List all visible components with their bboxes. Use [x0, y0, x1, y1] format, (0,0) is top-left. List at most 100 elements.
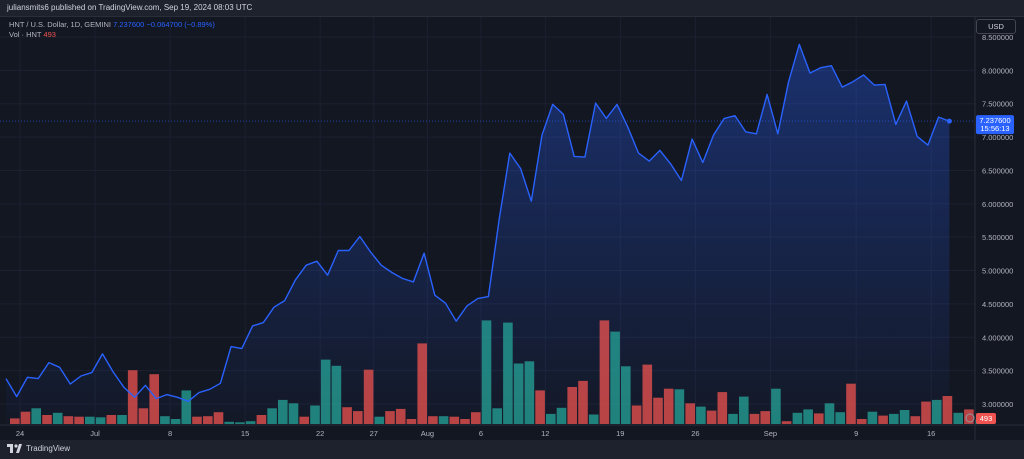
volume-bar [481, 320, 492, 424]
volume-bar [353, 411, 363, 424]
x-tick-label: 19 [616, 429, 624, 438]
volume-bar [85, 416, 95, 424]
volume-bar [889, 413, 899, 424]
symbol-title[interactable]: HNT / U.S. Dollar, 1D, GEMINI [9, 20, 111, 29]
x-tick-label: 24 [16, 429, 24, 438]
volume-bar [235, 422, 245, 424]
volume-bar [181, 390, 192, 424]
x-tick-label: 15 [241, 429, 249, 438]
volume-bar [149, 374, 159, 424]
x-tick-label: 22 [316, 429, 324, 438]
volume-bar [706, 410, 717, 424]
y-tick-label: 4.000000 [982, 333, 1013, 342]
volume-tag [976, 413, 996, 424]
volume-bar [878, 415, 888, 424]
volume-bar [953, 412, 963, 424]
volume-bar [245, 421, 256, 424]
currency-button[interactable]: USD [976, 19, 1016, 34]
volume-bar [460, 419, 470, 424]
volume-bar [385, 411, 395, 424]
volume-bar [899, 410, 910, 424]
x-tick-label: 12 [541, 429, 549, 438]
volume-bar [503, 322, 513, 424]
price-tag-countdown: 15:56:13 [980, 124, 1009, 133]
volume-bar [674, 389, 685, 424]
symbol-legend[interactable]: HNT / U.S. Dollar, 1D, GEMINI 7.237600 −… [9, 20, 215, 29]
volume-bar [192, 416, 202, 424]
price-tag [976, 115, 1014, 135]
volume-bar [224, 421, 234, 424]
volume-bar [781, 421, 792, 424]
volume-bar [170, 419, 181, 424]
volume-bar [717, 392, 728, 424]
volume-bar [588, 414, 599, 424]
volume-bar [267, 408, 277, 424]
volume-bar [685, 403, 695, 424]
price-tag-value: 7.237600 [979, 116, 1010, 125]
volume-bar [288, 403, 299, 424]
price-area-fill [6, 44, 950, 425]
volume-bar [513, 363, 524, 424]
last-price-dot [946, 118, 952, 124]
x-tick-label: 27 [370, 429, 378, 438]
volume-bar [760, 411, 770, 424]
volume-bar [52, 412, 63, 424]
volume-bar [374, 416, 385, 424]
volume-bar [310, 405, 320, 424]
volume-bar [856, 419, 867, 424]
tradingview-logo-icon [7, 444, 22, 453]
x-tick-label: 8 [168, 429, 172, 438]
volume-bar [138, 408, 149, 424]
volume-bar [438, 416, 449, 424]
volume-label[interactable]: Vol · HNT [9, 30, 42, 39]
tradingview-logo[interactable]: TradingView [7, 444, 70, 453]
volume-bar [642, 364, 653, 424]
x-tick-label: Sep [764, 429, 777, 438]
volume-bar [910, 416, 921, 424]
y-tick-label: 5.000000 [982, 267, 1013, 276]
publisher-text: juliansmits6 published on TradingView.co… [7, 3, 253, 12]
tradingview-brand: TradingView [26, 444, 71, 453]
volume-bar [256, 415, 267, 424]
volume-bar [117, 415, 127, 424]
volume-bar [556, 407, 567, 424]
price-change: −0.064700 (−0.89%) [146, 20, 215, 29]
volume-bar [471, 412, 481, 424]
volume-bar [95, 417, 106, 424]
x-tick-label: 9 [854, 429, 858, 438]
x-tick-label: 26 [691, 429, 699, 438]
y-tick-label: 7.500000 [982, 100, 1013, 109]
volume-bar [749, 413, 760, 424]
volume-bar [867, 411, 878, 424]
volume-bar [213, 412, 224, 424]
volume-bar [278, 399, 288, 424]
volume-bar [299, 416, 309, 424]
volume-bar [546, 413, 556, 424]
volume-bar [621, 366, 631, 424]
volume-bar [631, 405, 642, 424]
x-tick-label: 6 [479, 429, 483, 438]
x-tick-label: Aug [421, 429, 434, 438]
volume-bar [406, 419, 417, 424]
volume-bar [342, 407, 352, 424]
volume-bar [728, 413, 738, 424]
volume-bar [74, 416, 84, 424]
volume-bar [964, 409, 974, 424]
volume-legend[interactable]: Vol · HNT 493 [9, 30, 56, 39]
x-tick-label: Jul [90, 429, 100, 438]
volume-bar [320, 359, 331, 424]
y-tick-label: 8.000000 [982, 66, 1013, 75]
volume-bar [449, 416, 460, 424]
volume-bar [106, 415, 117, 424]
y-tick-label: 7.000000 [982, 133, 1013, 142]
volume-bar [20, 411, 31, 424]
volume-bar [363, 369, 374, 424]
volume-bar [792, 412, 803, 424]
volume-bar [417, 343, 427, 424]
y-tick-label: 3.000000 [982, 400, 1013, 409]
volume-bar [835, 412, 845, 424]
volume-bar [567, 387, 577, 424]
price-line [5, 43, 950, 402]
volume-bar [10, 418, 20, 424]
